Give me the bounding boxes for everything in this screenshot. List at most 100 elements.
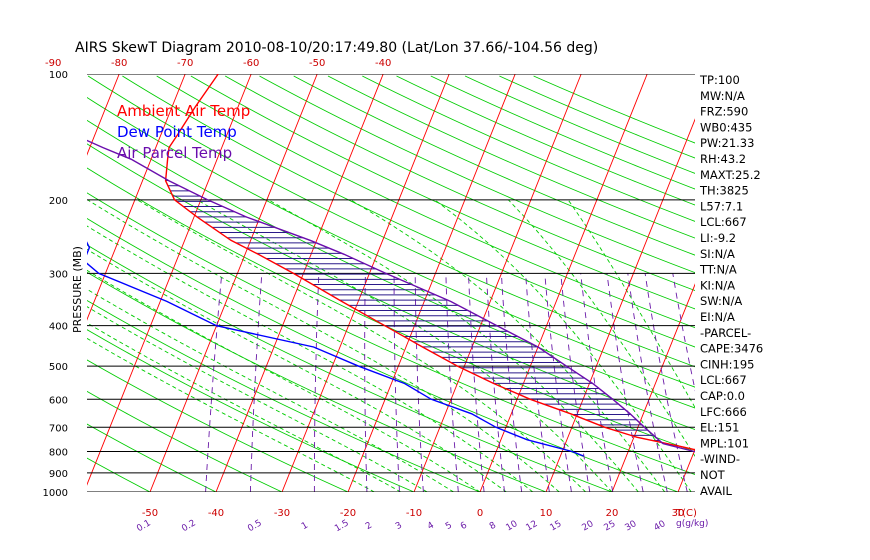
dry-adiabat xyxy=(87,167,695,453)
mixing-ratio-tick: 12 xyxy=(525,519,540,533)
index-entry: LFC:666 xyxy=(700,405,747,419)
profile-lines xyxy=(87,74,695,457)
index-entry: PW:21.33 xyxy=(700,136,754,150)
bottom-temp-tick: -10 xyxy=(406,508,422,519)
isotherm xyxy=(744,74,870,492)
mixing-ratio-tick: 1 xyxy=(300,521,310,533)
dry-adiabat xyxy=(327,75,695,239)
top-temp-tick: -50 xyxy=(309,58,325,69)
moist-adiabat xyxy=(87,199,560,492)
mixing-ratio-tick: 20 xyxy=(581,519,596,534)
index-entry: RH:43.2 xyxy=(700,152,746,166)
pressure-tick: 100 xyxy=(49,70,68,81)
legend-entry: Dew Point Temp xyxy=(117,123,237,141)
mixing-ratio-tick: 0.2 xyxy=(180,518,197,534)
mixing-ratio-line xyxy=(364,273,368,492)
index-entry: SI:N/A xyxy=(700,247,735,261)
dry-adiabat xyxy=(430,75,695,190)
isotherm xyxy=(149,74,318,492)
dry-adiabat xyxy=(190,75,695,310)
bottom-temp-tick: -40 xyxy=(208,508,224,519)
index-entry: -PARCEL- xyxy=(700,326,751,340)
isotherm xyxy=(347,74,516,492)
top-temp-tick: -80 xyxy=(111,58,127,69)
bottom-temp-tick: -50 xyxy=(142,508,158,519)
isotherm xyxy=(0,74,53,492)
mixing-ratio-line xyxy=(468,273,485,492)
dry-adiabat xyxy=(362,75,695,222)
mixing-ratio-line xyxy=(525,273,550,492)
dry-adiabat xyxy=(87,390,283,492)
index-entry: -WIND- xyxy=(700,452,740,466)
chart-title: AIRS SkewT Diagram 2010-08-10/20:17:49.8… xyxy=(75,40,598,56)
mixing-ratio-line xyxy=(560,273,591,492)
mixing-ratio-line xyxy=(445,273,459,492)
dry-adiabat xyxy=(87,96,695,388)
legend: Ambient Air Temp Dew Point Temp Air Parcel… xyxy=(117,102,250,162)
mixing-ratio-tick: 40 xyxy=(653,519,668,534)
index-entry: AVAIL xyxy=(700,484,733,498)
index-entry: WB0:435 xyxy=(700,120,752,134)
index-entry: SW:N/A xyxy=(700,294,742,308)
index-entry: MAXT:25.2 xyxy=(700,168,761,182)
ambient-temp-line xyxy=(164,74,695,451)
mixing-ratio-line xyxy=(544,273,572,492)
mixing-ratio-line xyxy=(414,273,424,492)
index-entry: CAPE:3476 xyxy=(700,342,763,356)
isotherm xyxy=(215,74,384,492)
mixing-ratio-tick: 30 xyxy=(624,519,639,534)
isotherm xyxy=(87,74,252,486)
pressure-tick: 900 xyxy=(49,469,68,480)
dry-adiabat xyxy=(87,244,613,492)
top-temp-tick: -90 xyxy=(45,58,61,69)
dry-adiabat xyxy=(87,192,695,476)
bottom-temp-tick: -30 xyxy=(274,508,290,519)
bottom-temp-tick: 0 xyxy=(477,508,483,519)
mixing-ratio-tick: 10 xyxy=(505,519,520,534)
legend-entry: Ambient Air Temp xyxy=(117,102,250,120)
index-entry: FRZ:590 xyxy=(700,105,748,119)
index-entry: NOT xyxy=(700,468,726,482)
dry-adiabat xyxy=(122,75,695,348)
mixing-ratio-tick: 4 xyxy=(426,520,436,532)
isotherm xyxy=(413,74,582,492)
index-entry: KI:N/A xyxy=(700,278,735,292)
dry-adiabat xyxy=(156,75,695,329)
dry-adiabat xyxy=(87,329,415,492)
legend-entry: Air Parcel Temp xyxy=(117,144,232,162)
moist-adiabat xyxy=(87,288,454,492)
parcel-temp-line xyxy=(87,139,695,453)
cape-hatching xyxy=(165,180,660,442)
moist-adiabat xyxy=(87,269,481,492)
top-temp-tick: -70 xyxy=(177,58,193,69)
mixing-ratio-line xyxy=(249,273,263,492)
top-temp-tick: -40 xyxy=(375,58,391,69)
bottom-temp-tick: 20 xyxy=(606,508,619,519)
index-entry: EL:151 xyxy=(700,421,740,435)
index-entry: TP:100 xyxy=(699,73,740,87)
index-entry: LCL:667 xyxy=(700,373,747,387)
moist-adiabat xyxy=(87,248,507,492)
dry-adiabat xyxy=(396,75,695,206)
dry-adiabat xyxy=(87,299,481,492)
pressure-tick: 600 xyxy=(49,395,68,406)
index-entry: TT:N/A xyxy=(699,263,737,277)
background-grid xyxy=(0,74,870,492)
moist-adiabat xyxy=(137,199,586,492)
dry-adiabat xyxy=(87,217,679,492)
index-entry: CAP:0.0 xyxy=(700,389,745,403)
mixing-ratio-line xyxy=(313,273,320,492)
mixing-ratio-line xyxy=(485,273,506,492)
mixing-ratio-tick: 1.5 xyxy=(333,518,350,534)
mixing-ratio-tick: 3 xyxy=(394,521,404,533)
mixing-ratio-tick: 15 xyxy=(549,519,564,533)
moist-adiabat xyxy=(196,199,613,492)
dry-adiabat xyxy=(87,271,547,492)
mixing-ratio-line xyxy=(627,273,668,492)
index-entry: CINH:195 xyxy=(700,357,755,371)
mixing-ratio-line xyxy=(500,273,523,492)
bottom-temp-tick: 30 xyxy=(672,508,685,519)
isotherm xyxy=(87,74,120,156)
temp-unit-label: T(C) xyxy=(675,508,697,519)
pressure-tick: 500 xyxy=(49,362,68,373)
